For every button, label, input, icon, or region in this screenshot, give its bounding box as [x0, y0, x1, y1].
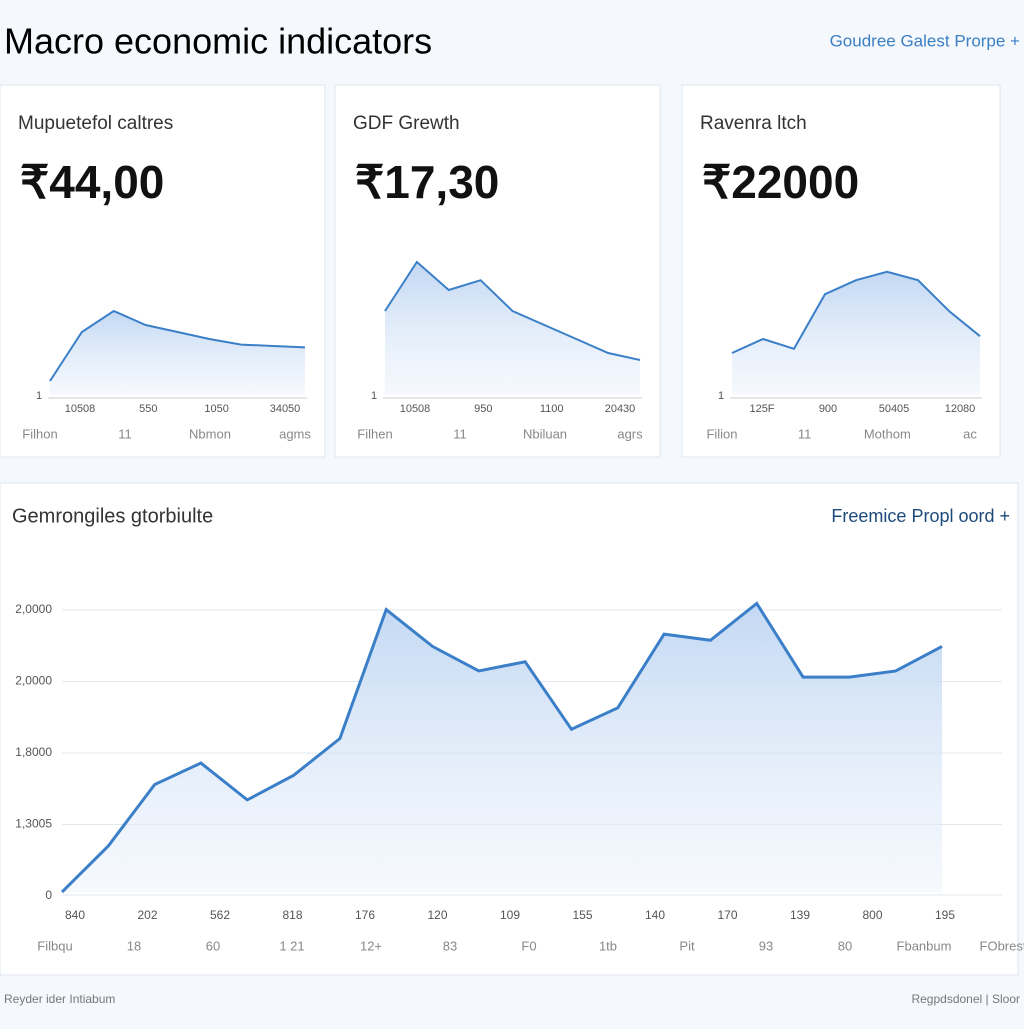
x-label: 550 [139, 403, 157, 415]
bottom-label: agrs [617, 426, 643, 441]
area [62, 603, 942, 892]
bottom-label: Nbmon [189, 426, 231, 441]
y-label: 1 [36, 390, 42, 402]
x-label: 900 [819, 403, 837, 415]
bottom-label: agms [279, 426, 311, 441]
line [384, 260, 641, 361]
bottom-label: Mothom [864, 426, 911, 441]
card-value: ₹17,30 [355, 156, 499, 208]
y-label: 2,0000 [15, 602, 52, 616]
area [50, 311, 305, 395]
card [681, 84, 1001, 458]
x-label: 34050 [270, 403, 301, 415]
bottom-label: ac [963, 426, 977, 441]
x-label: 1100 [540, 403, 564, 415]
y-label: 1,3005 [15, 817, 52, 831]
x-label: 20430 [605, 403, 636, 415]
card-value: ₹44,00 [20, 156, 164, 208]
bottom-label: Filhen [357, 426, 392, 441]
card-title: Ravenra ltch [700, 113, 807, 134]
x-label: 120 [427, 908, 447, 922]
footer-left: Reyder ider Intiabum [4, 992, 115, 1006]
bottom-label: 18 [127, 938, 141, 953]
y-label: 0 [45, 888, 52, 902]
x-label: 195 [935, 908, 955, 922]
main-title: Gemrongiles gtorbiulte [12, 505, 213, 527]
bottom-label: 11 [453, 426, 467, 441]
line [731, 270, 981, 354]
bottom-label: 12+ [360, 938, 382, 953]
y-label: 1,8000 [15, 745, 52, 759]
card [0, 84, 326, 458]
bottom-label: F0 [521, 938, 536, 953]
x-label: 950 [474, 403, 492, 415]
x-label: 139 [790, 908, 810, 922]
x-label: 155 [572, 908, 592, 922]
x-label: 12080 [945, 403, 976, 415]
line [49, 309, 306, 382]
bottom-label: 1 21 [279, 938, 304, 953]
card [334, 84, 661, 458]
bottom-label: Nbiluan [523, 426, 567, 441]
y-label: 1 [371, 390, 377, 402]
x-label: 800 [862, 908, 882, 922]
x-label: 50405 [879, 403, 910, 415]
bottom-label: 11 [118, 426, 132, 441]
card-title: Mupuetefol caltres [18, 113, 173, 134]
header-link[interactable]: Goudree Galest Prorpe + [830, 31, 1020, 50]
page-title: Macro economic indicators [4, 21, 432, 62]
area [732, 271, 980, 395]
x-label: 140 [645, 908, 665, 922]
bottom-label: 80 [838, 938, 852, 953]
bottom-label: Pit [679, 938, 695, 953]
bottom-label: Filion [706, 426, 737, 441]
x-label: 170 [717, 908, 737, 922]
bottom-label: 11 [798, 426, 812, 441]
main-link[interactable]: Freemice Propl oord + [831, 506, 1010, 526]
y-label: 2,0000 [15, 674, 52, 688]
bottom-label: 60 [206, 938, 220, 953]
bottom-label: Filbqu [37, 938, 72, 953]
y-label: 1 [718, 390, 724, 402]
x-label: 818 [282, 908, 302, 922]
card-value: ₹22000 [702, 156, 859, 208]
area [385, 262, 640, 395]
bottom-label: 83 [443, 938, 457, 953]
bottom-label: Filhon [22, 426, 57, 441]
x-label: 1050 [204, 403, 228, 415]
x-label: 202 [137, 908, 157, 922]
x-label: 10508 [400, 403, 431, 415]
x-label: 10508 [65, 403, 96, 415]
footer-right: Regpdsdonel | Sloor [911, 992, 1020, 1006]
bottom-label: FObrest [980, 938, 1024, 953]
card-title: GDF Grewth [353, 113, 460, 134]
x-label: 109 [500, 908, 520, 922]
bottom-label: Fbanbum [897, 938, 952, 953]
x-label: 562 [210, 908, 230, 922]
line [60, 601, 943, 894]
bottom-label: 93 [759, 938, 773, 953]
x-label: 125F [749, 403, 774, 415]
bottom-label: 1tb [599, 938, 617, 953]
x-label: 176 [355, 908, 375, 922]
x-label: 840 [65, 908, 85, 922]
